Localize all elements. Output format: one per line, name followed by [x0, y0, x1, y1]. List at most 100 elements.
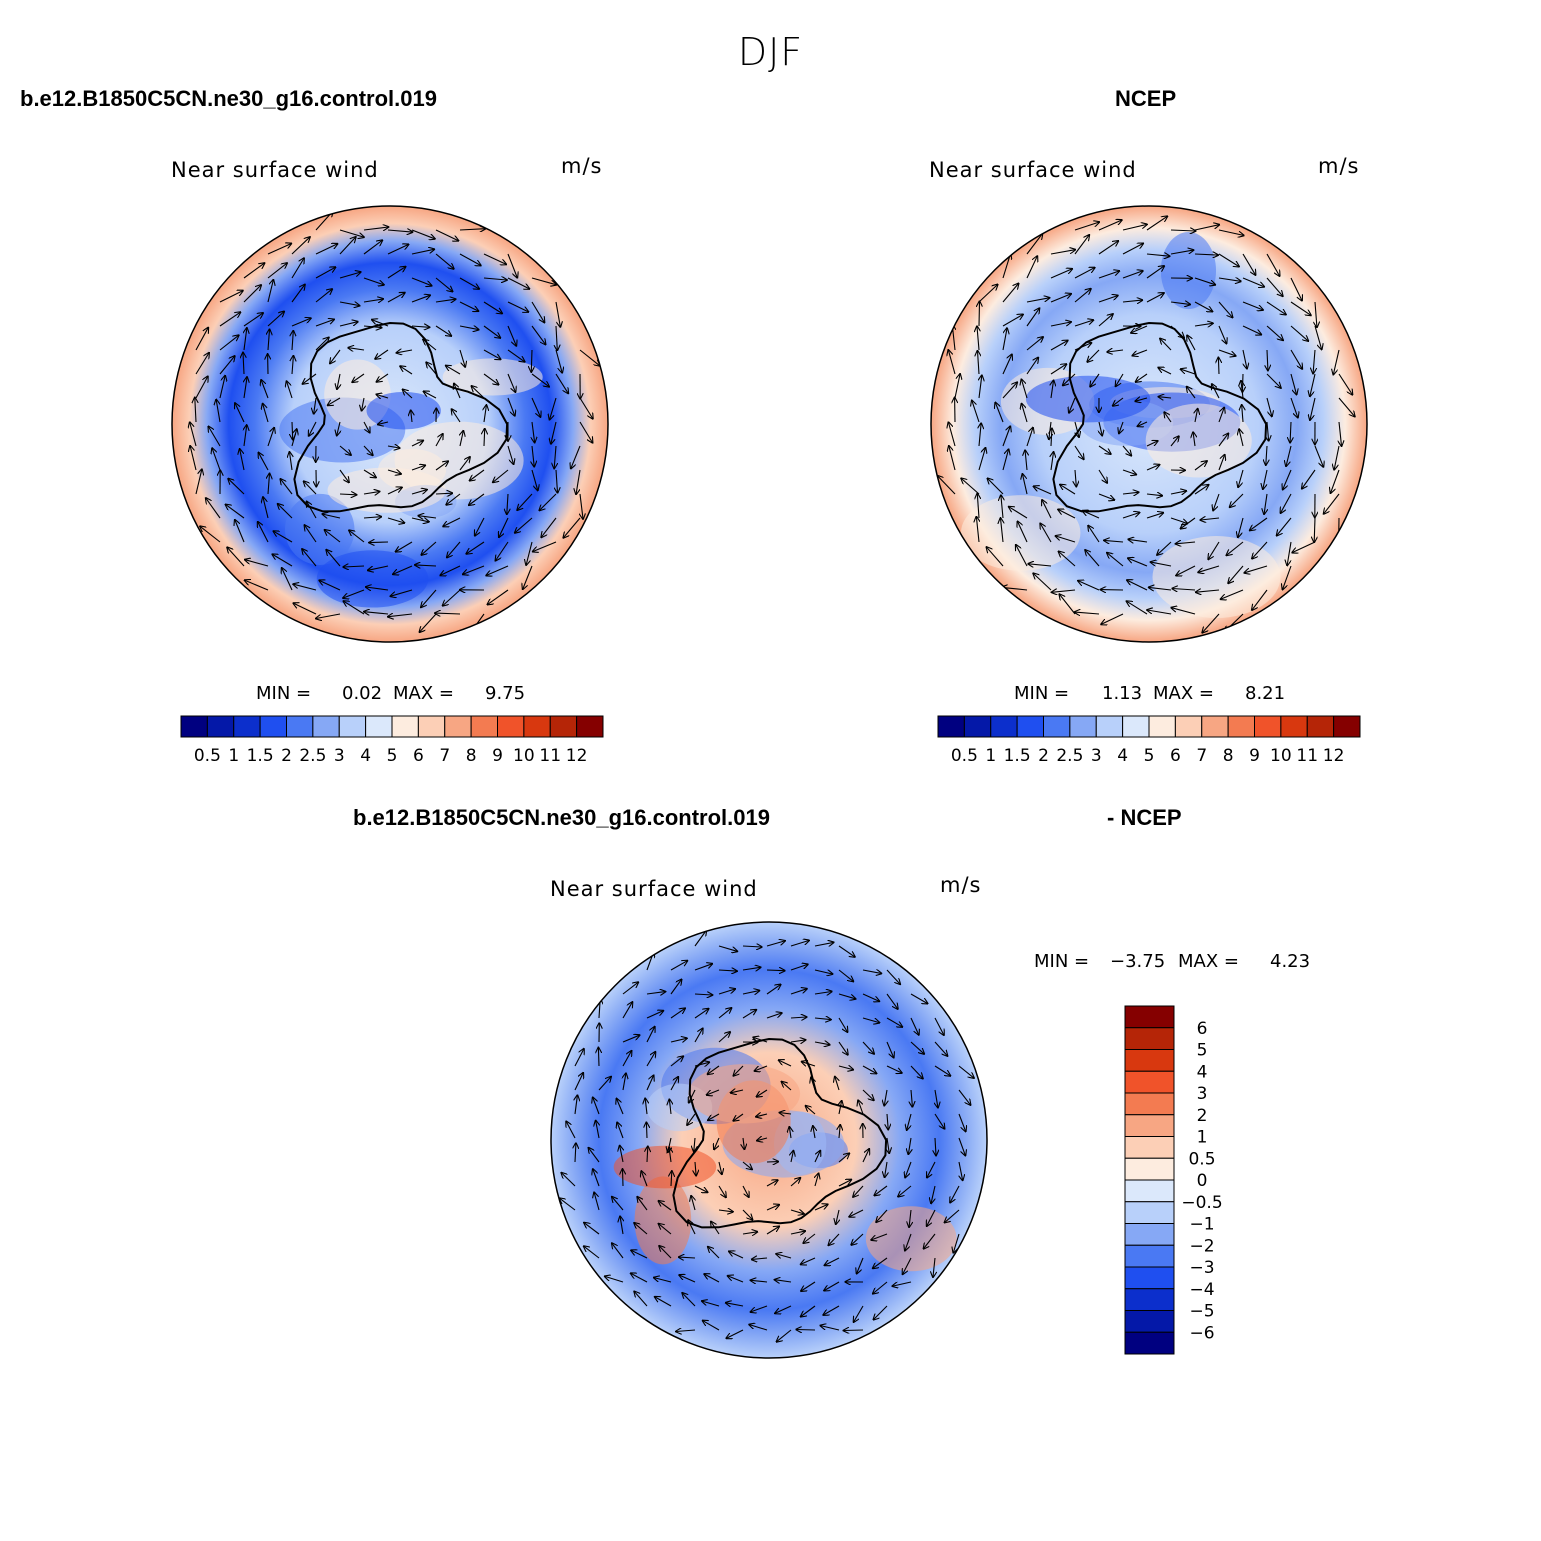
diff-colorbar-tick-label: 3: [1197, 1084, 1208, 1104]
model-map-vector: [339, 445, 351, 455]
diff-map-vector: [617, 1123, 624, 1139]
diff-map-vector: [935, 1137, 936, 1155]
obs-map-vector: [1138, 422, 1148, 426]
diff-colorbar-tick-label: 5: [1197, 1041, 1208, 1061]
diff-map-vector: [695, 1161, 696, 1175]
obs-map-vector: [1085, 550, 1100, 567]
model-map-vector: [291, 285, 305, 303]
obs-map-vector: [979, 424, 981, 447]
obs-map-vector: [1339, 421, 1342, 446]
obs-map-vector: [1146, 254, 1169, 256]
diff-map-vector: [622, 1002, 632, 1019]
obs-map-vector: [977, 494, 979, 519]
diff-map-vector: [886, 969, 900, 984]
diff-map-vector: [670, 1077, 678, 1091]
model-colorbar-box: [259, 715, 287, 738]
obs-map-vector: [1302, 469, 1316, 489]
obs-map-vector: [1170, 325, 1184, 338]
model-map-vector: [550, 397, 557, 419]
obs-map-vector: [1023, 474, 1028, 495]
obs-map-vector: [1290, 397, 1298, 417]
model-colorbar-tick-label: 1: [228, 746, 239, 766]
obs-map-vector: [1099, 421, 1102, 435]
obs-map-vector: [1314, 325, 1322, 349]
diff-map-vector: [645, 1099, 647, 1115]
model-map-vector: [315, 320, 334, 327]
diff-map-vector: [694, 964, 712, 971]
obs-map-vector: [1172, 608, 1196, 615]
obs-map-contours: [938, 216, 1355, 632]
diff-map-vector: [802, 1062, 816, 1066]
model-map-vector: [400, 366, 413, 375]
diff-min-value: −3.75: [1110, 951, 1166, 972]
obs-map-vector: [954, 374, 960, 399]
diff-map-border: [550, 921, 988, 1359]
model-map-vector: [484, 405, 486, 423]
obs-map-vector: [1050, 269, 1072, 279]
diff-map-vector: [839, 1125, 840, 1139]
model-map-vector: [305, 525, 317, 543]
diff-map-vector: [874, 1305, 888, 1320]
diff-map-vector: [766, 1013, 782, 1019]
obs-map-vector: [1338, 373, 1352, 395]
diff-colorbar-tick-label: 4: [1197, 1062, 1208, 1082]
model-map-vector: [291, 237, 310, 255]
model-map-vector: [363, 421, 370, 433]
model-map-vector: [268, 330, 270, 351]
model-map-vector: [281, 479, 293, 495]
diff-colorbar-box: [1124, 1310, 1175, 1333]
diff-map-vector: [835, 1077, 839, 1091]
obs-map-vector: [1025, 451, 1027, 471]
model-colorbar-tick-label: 2: [281, 746, 292, 766]
obs-map-vector: [1170, 230, 1195, 231]
obs-map-vector: [1122, 445, 1131, 456]
diff-colorbar-tick-label: −6: [1189, 1323, 1214, 1343]
obs-colorbar-tick-label: 1.5: [1004, 746, 1031, 766]
diff-map-patch: [613, 1145, 717, 1189]
obs-map-vector: [1022, 380, 1028, 399]
obs-map-vector: [1069, 397, 1076, 413]
obs-map-vector: [1202, 613, 1220, 633]
obs-map-vector: [1266, 397, 1272, 416]
diff-map-vector: [714, 1137, 720, 1149]
diff-map-vector: [931, 1185, 935, 1203]
model-map-vector: [243, 353, 244, 375]
diff-map-vector: [911, 1089, 912, 1107]
obs-map-vector: [1146, 441, 1158, 447]
obs-map-vector: [949, 446, 956, 471]
obs-map-vector: [1266, 325, 1283, 340]
model-map-vector: [515, 517, 533, 533]
obs-map-vector: [972, 401, 980, 423]
diff-map-vector: [838, 1066, 853, 1070]
diff-map-vector: [908, 1137, 911, 1154]
obs-map-vector: [1026, 308, 1039, 327]
model-map-vector: [364, 612, 389, 614]
model-map-vector: [387, 488, 402, 495]
obs-map-vector: [1001, 495, 1003, 519]
model-colorbar-tick-label: 11: [539, 746, 561, 766]
diff-map-vector: [669, 1148, 671, 1163]
obs-colorbar-tick-label: 1: [985, 746, 996, 766]
diff-map-vector: [862, 1065, 876, 1073]
diff-map-vector: [790, 1231, 805, 1234]
model-map-vector: [375, 349, 389, 359]
model-map-vector: [484, 429, 485, 447]
obs-map-vector: [1195, 409, 1198, 423]
obs-map-vector: [1170, 302, 1190, 304]
diff-map-vector: [934, 1017, 944, 1035]
model-map-vector: [273, 554, 293, 567]
model-map-vector: [459, 301, 478, 311]
model-map-vector: [363, 492, 379, 494]
model-map-vector: [244, 425, 247, 447]
model-map-vector: [556, 325, 557, 350]
model-map-vector: [294, 603, 317, 615]
model-map-vector: [337, 421, 340, 435]
diff-map-vector: [742, 1185, 749, 1197]
model-map-vector: [531, 349, 532, 372]
model-map-vector: [483, 373, 498, 385]
model-map-vector: [219, 356, 235, 375]
model-map-vector: [228, 479, 245, 495]
obs-colorbar-box: [1306, 715, 1335, 738]
model-map-vector: [517, 493, 533, 510]
diff-case-label: b.e12.B1850C5CN.ne30_g16.control.019: [353, 805, 770, 830]
